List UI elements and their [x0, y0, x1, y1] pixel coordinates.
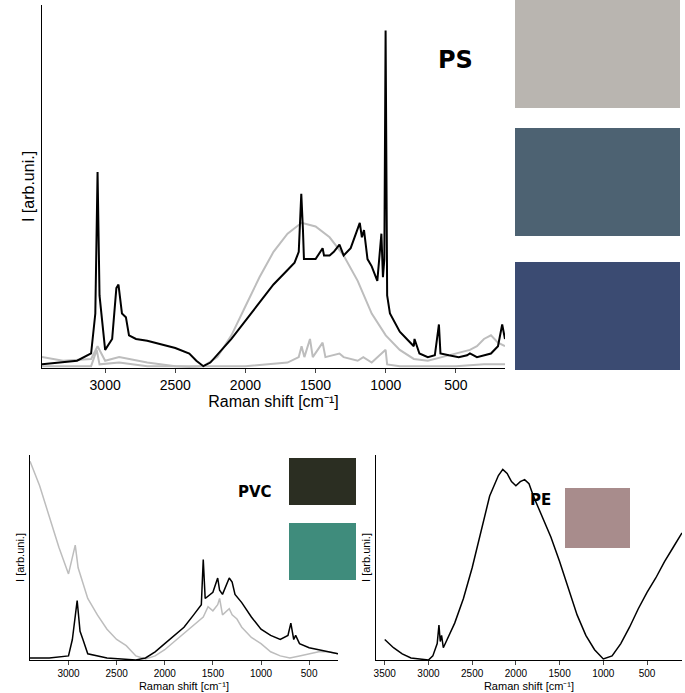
svg-text:2500: 2500	[160, 377, 191, 393]
svg-text:2500: 2500	[106, 668, 129, 679]
svg-text:2000: 2000	[505, 668, 528, 679]
svg-text:PVC: PVC	[238, 483, 272, 501]
svg-text:500: 500	[639, 668, 656, 679]
svg-text:1000: 1000	[592, 668, 615, 679]
svg-text:3000: 3000	[90, 377, 121, 393]
svg-text:2000: 2000	[230, 377, 261, 393]
svg-text:1000: 1000	[370, 377, 401, 393]
svg-text:3000: 3000	[417, 668, 440, 679]
svg-text:500: 500	[301, 668, 318, 679]
svg-text:3500: 3500	[374, 668, 397, 679]
svg-text:1500: 1500	[548, 668, 571, 679]
svg-text:Raman shift [cm⁻¹]: Raman shift [cm⁻¹]	[484, 680, 574, 692]
svg-text:I [arb.uni.]: I [arb.uni.]	[20, 151, 37, 222]
svg-text:1000: 1000	[250, 668, 273, 679]
svg-text:2500: 2500	[461, 668, 484, 679]
svg-text:1500: 1500	[202, 668, 225, 679]
svg-text:500: 500	[444, 377, 468, 393]
svg-text:Raman shift [cm⁻¹]: Raman shift [cm⁻¹]	[208, 393, 338, 410]
svg-text:PS: PS	[438, 46, 473, 74]
svg-text:I [arb.uni.]: I [arb.uni.]	[14, 533, 26, 582]
svg-text:3000: 3000	[57, 668, 80, 679]
svg-text:Raman shift [cm⁻¹]: Raman shift [cm⁻¹]	[139, 680, 229, 692]
svg-text:I [arb.uni.]: I [arb.uni.]	[360, 533, 372, 582]
svg-text:1500: 1500	[300, 377, 331, 393]
svg-text:PE: PE	[530, 491, 551, 509]
svg-text:2000: 2000	[154, 668, 177, 679]
